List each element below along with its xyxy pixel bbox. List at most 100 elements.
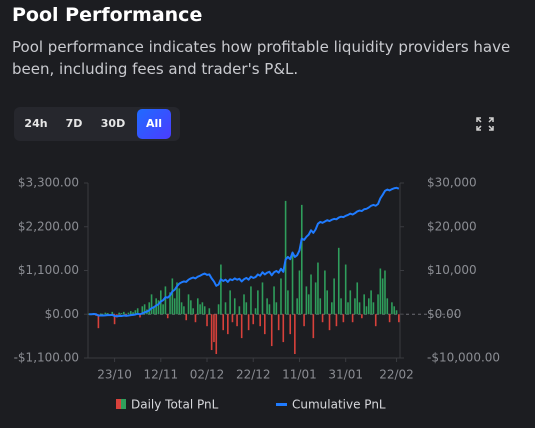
bar [143,304,146,315]
bar [250,286,252,315]
legend-label: Daily Total PnL [131,398,219,412]
y2-tick-label: $0.00 [427,307,461,321]
bar [231,314,234,323]
bar [97,314,100,329]
bar [88,313,90,315]
bar [298,270,301,315]
expand-icon[interactable] [476,117,494,131]
bar [384,270,386,315]
legend-item: Cumulative PnL [276,398,386,412]
bar [238,306,241,315]
bar [199,304,201,315]
bar [123,311,125,315]
x-tick-label: 22/02 [379,368,414,382]
range-button[interactable]: 24h [24,117,48,130]
bar [312,314,315,339]
bar [111,311,114,315]
bar [305,286,308,315]
x-tick-label: 12/11 [144,368,179,382]
bar [326,290,328,315]
bar [201,302,204,315]
bar [331,302,333,315]
bar [363,294,365,315]
bar [217,304,220,315]
x-tick-label: 31/01 [328,368,363,382]
y-tick-label: $0.00 [45,307,79,321]
bar [358,302,361,315]
bar [333,278,335,315]
bar [183,306,185,315]
bar [127,312,130,315]
bar [208,308,211,315]
bar [233,298,236,315]
x-tick-label: 23/10 [97,368,132,382]
bar [166,314,169,319]
bar [324,270,326,315]
bar [303,314,305,327]
bar [377,294,379,315]
bar [243,294,245,315]
bar [173,298,176,315]
legend-item: Daily Total PnL [116,398,219,412]
bar [261,282,264,315]
bar [164,286,167,315]
bar [282,314,285,343]
legend-swatch [116,399,121,409]
y2-tick-label: $10,000 [427,263,477,277]
bar [368,298,370,315]
bar [113,314,116,325]
bar [317,262,319,315]
bar [203,306,206,315]
bar [257,290,259,315]
bar [374,314,377,327]
bar [185,314,188,321]
expand-corner [488,125,494,131]
bar [99,313,102,315]
bar [277,314,280,331]
bar [120,313,123,315]
bar [220,264,222,315]
bar [379,268,382,315]
legend-label: Cumulative PnL [292,398,386,412]
bar [229,290,231,315]
bar [395,310,398,315]
expand-corner [476,125,482,131]
range-button[interactable]: 7D [65,117,83,130]
y-tick-label: $3,300.00 [18,176,79,190]
bar [284,200,287,315]
bar [157,300,160,315]
bar [134,310,137,315]
bar [386,298,389,315]
bar [307,294,310,315]
expand-corner [476,117,482,123]
bar [356,282,359,315]
y-tick-label: $2,200.00 [18,219,79,233]
y2-tick-label: $20,000 [427,219,477,233]
bar [314,282,317,315]
expand-corner [488,117,494,123]
bar [347,302,349,315]
x-tick-label: 02/12 [190,368,225,382]
bar [398,314,400,323]
bar [148,302,151,315]
bar [351,314,354,323]
bar [136,308,139,315]
bar [296,298,298,315]
bar [287,290,289,315]
bar [153,306,155,315]
y-tick-label: $1,100.00 [18,263,79,277]
bar [171,278,174,315]
bar [236,314,238,327]
bar [393,306,396,315]
bar [139,314,141,318]
range-button[interactable]: All [137,109,171,139]
line [89,186,400,318]
bar [300,204,303,315]
bar [388,314,391,323]
bar [344,264,347,315]
range-button[interactable]: 30D [100,117,126,130]
bar [342,314,345,323]
bar [381,278,384,315]
bar [252,314,255,325]
